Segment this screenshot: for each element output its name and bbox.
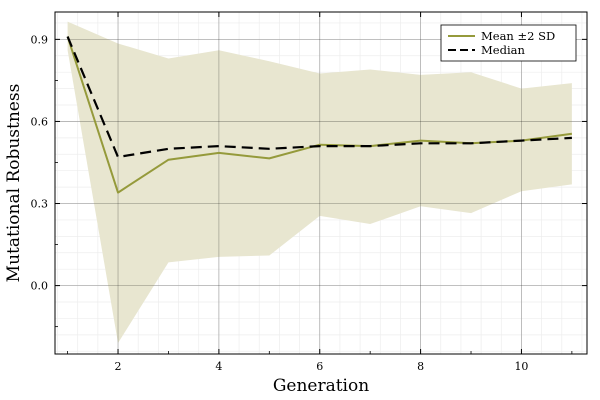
x-axis-label: Generation: [273, 376, 369, 396]
y-tick-label: 0.3: [31, 198, 49, 211]
y-tick-label: 0.9: [31, 33, 49, 46]
x-tick-label: 10: [514, 360, 528, 373]
x-tick-label: 4: [215, 360, 222, 373]
legend-box: [440, 24, 577, 62]
plot-frame: [54, 11, 588, 355]
median-line: [66, 36, 572, 159]
x-tick-label: 8: [417, 360, 424, 373]
legend: Mean ±2 SD Median: [440, 24, 577, 62]
legend-label-mean: Mean ±2 SD: [481, 29, 555, 43]
x-tick-label: 2: [115, 360, 122, 373]
band-layer: [67, 21, 572, 344]
ticks-layer: 2 4 6 8 10 0.0 0.3 0.6 0.9: [31, 12, 587, 373]
x-tick-label: 6: [316, 360, 323, 373]
sd-band: [67, 21, 572, 344]
y-tick-label: 0.6: [31, 115, 49, 128]
y-tick-label: 0.0: [31, 280, 49, 293]
legend-label-median: Median: [481, 43, 525, 57]
major-grid: [55, 12, 587, 354]
lines-layer: [66, 36, 573, 194]
y-axis-label: Mutational Robustness: [4, 84, 24, 283]
